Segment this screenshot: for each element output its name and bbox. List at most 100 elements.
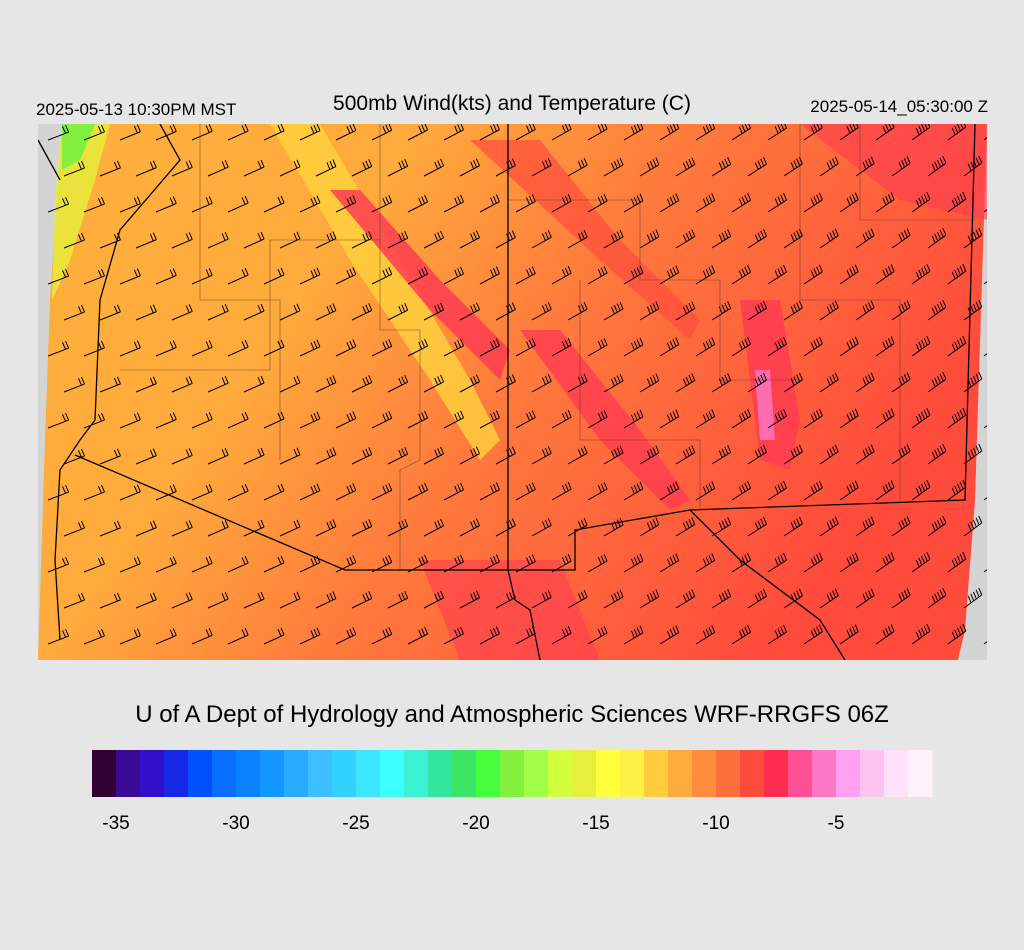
barb-flag	[793, 592, 798, 600]
barb-flag	[221, 161, 226, 169]
barb-flag	[401, 592, 406, 600]
barb-staff	[983, 353, 987, 357]
barb-flag	[760, 590, 765, 599]
barb-flag	[437, 304, 442, 312]
wind-barb	[495, 518, 516, 537]
barb-flag	[996, 266, 999, 273]
barb-staff	[695, 344, 715, 357]
barb-flag	[747, 409, 752, 417]
barb-flag	[454, 485, 459, 494]
barb-flag	[934, 161, 939, 170]
barb-staff	[623, 560, 644, 573]
barb-flag	[65, 124, 70, 133]
wind-barb	[587, 409, 608, 429]
wind-barb	[875, 408, 895, 429]
barb-flag	[931, 451, 936, 460]
credit: U of A Dept of Hydrology and Atmospheric…	[135, 701, 889, 728]
barb-flag	[296, 375, 301, 383]
barb-staff	[963, 450, 983, 465]
wind-barb	[423, 302, 445, 321]
barb-flag	[915, 127, 920, 136]
barb-staff	[911, 342, 931, 357]
barb-flag	[349, 412, 354, 421]
barb-flag	[597, 125, 602, 133]
barb-flag	[708, 194, 713, 203]
barb-flag	[918, 197, 923, 206]
wind-barb	[459, 590, 480, 609]
barb-flag	[790, 450, 795, 458]
barb-flag	[774, 414, 779, 422]
wind-barb	[243, 591, 265, 609]
barb-flag	[62, 558, 66, 566]
wind-barb	[963, 299, 983, 321]
barb-staff	[747, 379, 767, 393]
barb-flag	[923, 481, 928, 490]
wind-barb	[623, 337, 644, 357]
barb-flag	[675, 481, 680, 489]
barb-flag	[798, 516, 803, 525]
barb-flag	[790, 522, 795, 530]
barb-staff	[731, 415, 751, 429]
barb-flag	[741, 196, 746, 204]
wind-barb	[443, 338, 464, 357]
barb-flag	[970, 521, 975, 530]
barb-flag	[970, 593, 975, 602]
barb-flag	[388, 124, 393, 131]
barb-flag	[172, 628, 177, 636]
barb-flag	[708, 410, 713, 419]
barb-flag	[818, 624, 823, 633]
wind-barb	[839, 192, 859, 213]
wind-barb	[63, 376, 85, 393]
barb-staff	[711, 307, 731, 321]
barb-flag	[421, 124, 426, 132]
barb-flag	[793, 520, 798, 528]
barb-staff	[639, 596, 660, 609]
barb-flag	[398, 161, 403, 170]
barb-staff	[263, 346, 285, 357]
barb-flag	[796, 230, 801, 238]
barb-flag	[724, 302, 729, 311]
barb-flag	[101, 124, 105, 133]
barb-flag	[954, 197, 959, 206]
barb-staff	[927, 162, 947, 177]
barb-flag	[113, 377, 118, 386]
wind-barb	[423, 446, 445, 465]
barb-staff	[803, 343, 823, 357]
barb-flag	[567, 266, 572, 274]
barb-flag	[62, 270, 66, 278]
wind-barb	[747, 228, 767, 249]
barb-flag	[887, 410, 892, 418]
barb-flag	[1012, 374, 1015, 381]
barb-flag	[832, 158, 836, 166]
wind-barb	[63, 304, 85, 321]
barb-flag	[580, 159, 585, 167]
wind-barb	[855, 156, 875, 177]
barb-flag	[754, 378, 759, 386]
barb-flag	[531, 266, 536, 274]
barb-flag	[326, 306, 331, 314]
barb-flag	[816, 482, 821, 490]
wind-barb	[875, 624, 895, 645]
barb-flag	[705, 556, 710, 565]
barb-flag	[1009, 592, 1012, 599]
barb-flag	[744, 482, 749, 491]
barb-flag	[962, 623, 967, 632]
barb-flag	[561, 197, 566, 205]
wind-barb	[227, 195, 249, 213]
wind-barb	[551, 482, 572, 501]
barb-staff	[819, 523, 839, 537]
barb-flag	[702, 126, 707, 134]
barb-flag	[101, 412, 105, 421]
barb-staff	[567, 596, 588, 609]
barb-flag	[834, 228, 839, 236]
barb-flag	[633, 412, 638, 421]
barb-flag	[332, 231, 337, 239]
barb-flag	[999, 264, 1002, 271]
wind-barb	[515, 266, 536, 285]
barb-flag	[993, 340, 996, 347]
barb-flag	[852, 554, 856, 562]
wind-barb	[371, 124, 393, 141]
barb-flag	[975, 445, 980, 454]
barb-flag	[708, 266, 713, 275]
barb-staff	[891, 378, 911, 393]
